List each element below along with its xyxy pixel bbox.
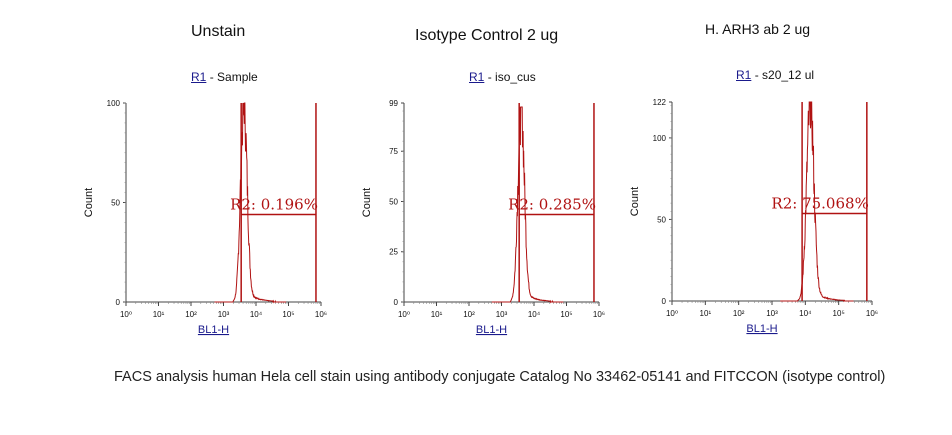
chart-1-y-tick-label-2: 100	[107, 99, 121, 108]
chart-2-x-axis-label: BL1-H	[476, 324, 507, 336]
chart-3-histogram-line	[780, 101, 854, 303]
chart-2-x-tick-label-4: 10⁴	[528, 310, 541, 319]
chart-2-histogram-line	[491, 106, 564, 304]
chart-3-x-tick-label-1: 10¹	[700, 309, 712, 318]
chart-3-y-tick-label-0: 0	[662, 297, 667, 306]
chart-2-y-axis-label: Count	[361, 188, 373, 217]
panel-1-title: Unstain	[191, 23, 246, 40]
chart-3-y-axis-label: Count	[629, 187, 641, 216]
chart-3-x-tick-label-5: 10⁵	[833, 309, 845, 318]
panel-2-title: Isotype Control 2 ug	[415, 27, 559, 44]
chart-2-x-tick-label-6: 10⁶	[593, 310, 605, 319]
chart-2-x-tick-label-3: 10³	[496, 310, 508, 319]
panel-3-sample-name: s20_12 ul	[762, 68, 815, 82]
chart-1-x-axis-label: BL1-H	[198, 324, 229, 336]
chart-1-x-tick-label-6: 10⁶	[315, 310, 327, 319]
panel-3-title: H. ARH3 ab 2 ug	[705, 21, 811, 37]
chart-1-x-tick-label-2: 10²	[185, 310, 197, 319]
chart-3-x-tick-label-3: 10³	[766, 309, 778, 318]
chart-3-x-tick-label-2: 10²	[733, 309, 745, 318]
chart-1-x-tick-label-5: 10⁵	[282, 310, 294, 319]
chart-2-y-tick-label-3: 75	[389, 147, 398, 156]
chart-3-y-tick-label-2: 100	[653, 134, 667, 143]
chart-1-x-tick-label-4: 10⁴	[250, 310, 263, 319]
panel-1-gate-link[interactable]: R1	[191, 70, 207, 84]
chart-3-y-tick-label-3: 122	[653, 98, 667, 107]
chart-2-y-tick-label-2: 50	[389, 197, 398, 206]
chart-1-y-tick-label-1: 50	[111, 199, 120, 208]
chart-1-x-tick-label-0: 10⁰	[120, 310, 132, 319]
panel-1-gate-label: R1 - Sample	[191, 70, 258, 84]
panel-2-gate-label: R1 - iso_cus	[469, 70, 536, 84]
panel-1-sample-name: Sample	[217, 70, 258, 84]
chart-1-x-tick-label-1: 10¹	[153, 310, 165, 319]
chart-2-r2-label: R2: 0.285%	[508, 196, 596, 214]
chart-2-x-tick-label-5: 10⁵	[560, 310, 572, 319]
panel-3-gate-label: R1 - s20_12 ul	[736, 68, 815, 82]
chart-3-x-tick-label-6: 10⁶	[866, 309, 878, 318]
chart-1-r2-label: R2: 0.196%	[230, 196, 318, 214]
chart-3-x-axis-label: BL1-H	[746, 323, 777, 335]
panel-3-gate-link[interactable]: R1	[736, 68, 752, 82]
chart-2-x-tick-label-1: 10¹	[431, 310, 443, 319]
panel-2-gate-link[interactable]: R1	[469, 70, 485, 84]
panel-2-sample-name: iso_cus	[495, 70, 536, 84]
chart-2-y-tick-label-1: 25	[389, 248, 398, 257]
chart-2-x-tick-label-2: 10²	[463, 310, 475, 319]
chart-2-y-tick-label-4: 99	[389, 99, 398, 108]
chart-1-y-axis-label: Count	[83, 188, 95, 217]
chart-2-x-tick-label-0: 10⁰	[398, 310, 410, 319]
chart-1-y-tick-label-0: 0	[116, 298, 121, 307]
figure-caption: FACS analysis human Hela cell stain usin…	[114, 369, 886, 385]
chart-1-histogram-line	[214, 102, 286, 304]
chart-3-x-tick-label-4: 10⁴	[799, 309, 812, 318]
chart-2-y-tick-label-0: 0	[394, 298, 399, 307]
chart-3-y-tick-label-1: 50	[657, 215, 666, 224]
chart-3-r2-label: R2: 75.068%	[771, 195, 868, 213]
chart-1-x-tick-label-3: 10³	[218, 310, 230, 319]
chart-3-x-tick-label-0: 10⁰	[666, 309, 678, 318]
